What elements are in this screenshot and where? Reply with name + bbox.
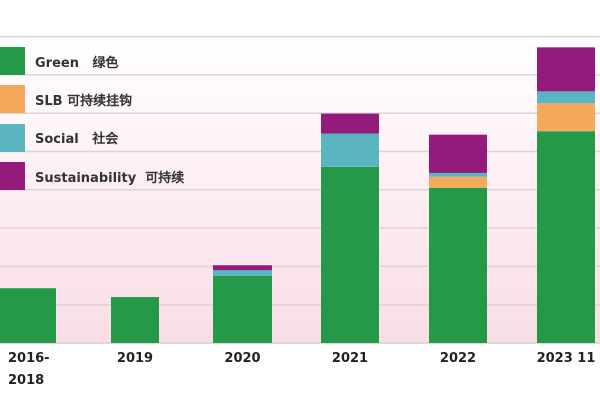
- legend: Green 绿色 SLB 可持续挂钩 Social 社会 Sustainabil…: [0, 42, 184, 195]
- bar-segment-sustainability: [537, 47, 595, 92]
- legend-swatch-green: [0, 47, 25, 76]
- legend-item-slb: SLB 可持续挂钩: [0, 80, 184, 118]
- bar-segment-green: [0, 288, 56, 343]
- bar-segment-social: [429, 172, 487, 177]
- legend-swatch-slb: [0, 85, 25, 114]
- bar-segment-green: [321, 166, 379, 343]
- bar-segment-sustainability: [213, 265, 272, 271]
- legend-swatch-sustainability: [0, 162, 25, 191]
- bar-segment-social: [321, 133, 379, 167]
- bar-segment-green: [537, 131, 595, 343]
- x-tick-label: 2022: [440, 351, 476, 366]
- legend-item-sustainability: Sustainability 可持续: [0, 157, 184, 195]
- legend-label: Sustainability 可持续: [35, 170, 185, 186]
- x-tick-label: 2023 11: [537, 351, 596, 366]
- x-tick-label: 2016-: [8, 351, 50, 366]
- legend-item-social: Social 社会: [0, 119, 184, 157]
- x-tick-label: 2021: [332, 351, 368, 366]
- legend-label: Green 绿色: [35, 55, 119, 71]
- bar-segment-slb: [429, 176, 487, 188]
- x-tick-label: 2020: [224, 351, 260, 366]
- legend-swatch-social: [0, 123, 25, 152]
- legend-label: SLB 可持续挂钩: [35, 93, 133, 109]
- legend-item-green: Green 绿色: [0, 42, 184, 80]
- bar-segment-sustainability: [429, 134, 487, 173]
- x-tick-label: 2018: [8, 373, 44, 388]
- bar-segment-social: [537, 91, 595, 104]
- bar-segment-social: [213, 270, 272, 276]
- bar-segment-sustainability: [321, 113, 379, 134]
- x-tick-label: 2019: [117, 351, 153, 366]
- legend-label: Social 社会: [35, 132, 119, 148]
- bar-segment-green: [429, 187, 487, 343]
- bar-segment-green: [111, 297, 159, 343]
- bar-segment-slb: [537, 103, 595, 132]
- bar-segment-green: [213, 275, 272, 343]
